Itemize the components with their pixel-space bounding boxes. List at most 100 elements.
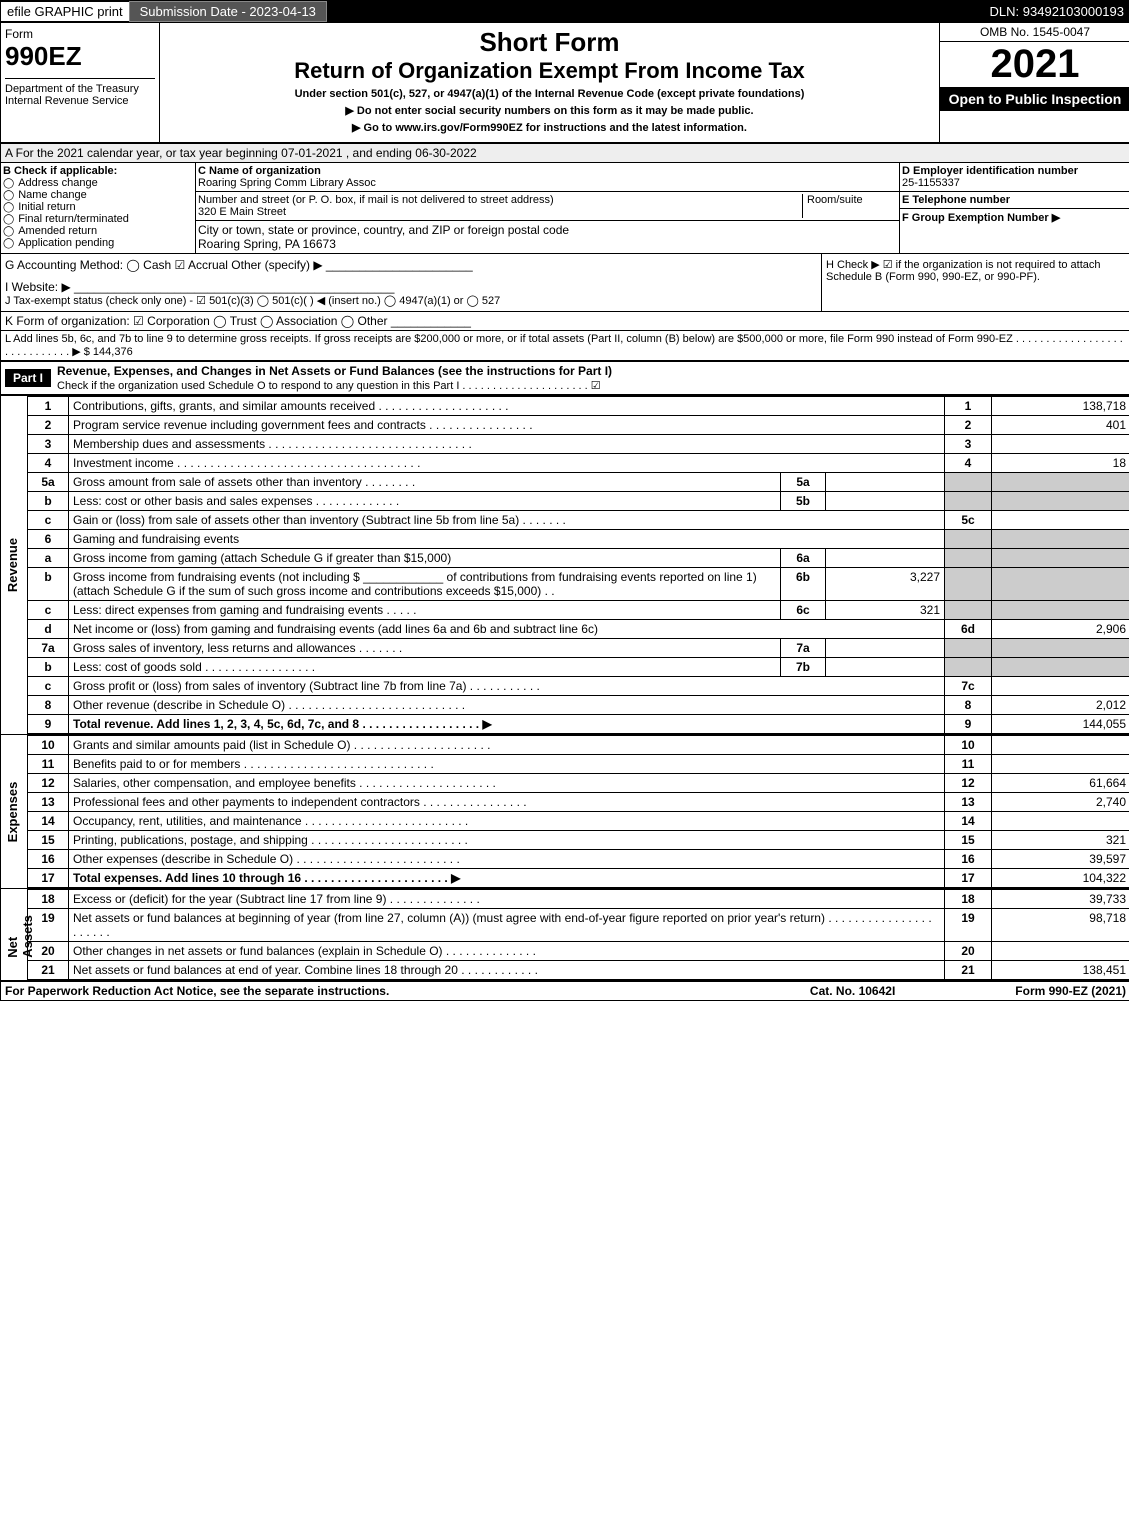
city-label: City or town, state or province, country… <box>198 223 897 237</box>
col-line-num: 8 <box>945 696 992 715</box>
col-line-num: 10 <box>945 736 992 755</box>
efile-print-btn[interactable]: efile GRAPHIC print <box>1 2 129 21</box>
line-j-tax-exempt: J Tax-exempt status (check only one) - ☑… <box>5 294 817 307</box>
part-1-title: Revenue, Expenses, and Changes in Net As… <box>57 364 612 378</box>
col-line-num: 19 <box>945 909 992 942</box>
sub-line-num: 5b <box>781 492 826 511</box>
col-line-num: 3 <box>945 435 992 454</box>
col-line-num: 18 <box>945 890 992 909</box>
chk-amended-return[interactable]: Amended return <box>3 225 193 237</box>
main-title: Return of Organization Exempt From Incom… <box>164 58 935 84</box>
line-value: 39,597 <box>992 850 1129 869</box>
sub-line-val <box>826 658 945 677</box>
line-num: d <box>28 620 69 639</box>
line-value: 2,740 <box>992 793 1129 812</box>
line-value <box>992 473 1129 492</box>
sub-line-val <box>826 549 945 568</box>
col-line-num <box>945 549 992 568</box>
line-value: 2,012 <box>992 696 1129 715</box>
col-line-num <box>945 492 992 511</box>
line-num: b <box>28 658 69 677</box>
line-desc: Gaming and fundraising events <box>69 530 781 549</box>
line-desc: Less: direct expenses from gaming and fu… <box>69 601 781 620</box>
expenses-section: Expenses 10Grants and similar amounts pa… <box>1 734 1129 888</box>
line-value: 2,906 <box>992 620 1129 639</box>
inspection-badge: Open to Public Inspection <box>940 87 1129 111</box>
ein-value: 25-1155337 <box>902 177 1128 189</box>
form-code: 990EZ <box>5 41 155 72</box>
line-value: 144,055 <box>992 715 1129 734</box>
revenue-side-label: Revenue <box>5 538 20 592</box>
part-1-check: Check if the organization used Schedule … <box>57 380 601 392</box>
col-line-num: 7c <box>945 677 992 696</box>
col-line-num <box>945 568 992 601</box>
chk-application-pending[interactable]: Application pending <box>3 237 193 249</box>
sub-line-num: 7b <box>781 658 826 677</box>
line-num: c <box>28 677 69 696</box>
col-line-num <box>945 639 992 658</box>
line-num: 6 <box>28 530 69 549</box>
line-desc: Contributions, gifts, grants, and simila… <box>69 397 781 416</box>
line-desc: Gross sales of inventory, less returns a… <box>69 639 781 658</box>
goto-link[interactable]: ▶ Go to www.irs.gov/Form990EZ for instru… <box>164 121 935 134</box>
line-num: 4 <box>28 454 69 473</box>
line-desc: Printing, publications, postage, and shi… <box>69 831 929 850</box>
c-name-label: C Name of organization <box>198 165 897 177</box>
line-value: 61,664 <box>992 774 1129 793</box>
chk-initial-return[interactable]: Initial return <box>3 201 193 213</box>
sub-line-val <box>826 492 945 511</box>
line-desc: Benefits paid to or for members . . . . … <box>69 755 929 774</box>
line-h-schedule-b: H Check ▶ ☑ if the organization is not r… <box>821 254 1129 311</box>
line-desc: Gross income from fundraising events (no… <box>69 568 781 601</box>
line-desc: Professional fees and other payments to … <box>69 793 929 812</box>
street-address: 320 E Main Street <box>198 206 802 218</box>
line-value <box>992 755 1129 774</box>
sub-line-val <box>826 473 945 492</box>
netassets-section: Net Assets 18Excess or (deficit) for the… <box>1 888 1129 980</box>
line-value <box>992 568 1129 601</box>
line-desc: Gross profit or (loss) from sales of inv… <box>69 677 781 696</box>
line-desc: Less: cost or other basis and sales expe… <box>69 492 781 511</box>
line-num: 9 <box>28 715 69 734</box>
col-line-num: 15 <box>945 831 992 850</box>
form-header: Form 990EZ Department of the Treasury In… <box>1 23 1129 144</box>
col-line-num: 13 <box>945 793 992 812</box>
line-value <box>992 435 1129 454</box>
col-line-num: 6d <box>945 620 992 639</box>
sub-line-num: 6b <box>781 568 826 601</box>
sub-line-num: 6c <box>781 601 826 620</box>
line-value <box>992 511 1129 530</box>
line-value: 98,718 <box>992 909 1129 942</box>
chk-name-change[interactable]: Name change <box>3 189 193 201</box>
netassets-side-label: Net Assets <box>5 912 35 958</box>
dept-treasury: Department of the Treasury Internal Reve… <box>5 78 155 107</box>
line-desc: Program service revenue including govern… <box>69 416 781 435</box>
line-desc: Membership dues and assessments . . . . … <box>69 435 781 454</box>
line-num: 1 <box>28 397 69 416</box>
line-desc: Gross income from gaming (attach Schedul… <box>69 549 781 568</box>
omb-number: OMB No. 1545-0047 <box>940 23 1129 42</box>
sub-line-val: 3,227 <box>826 568 945 601</box>
line-value: 138,718 <box>992 397 1129 416</box>
line-value: 401 <box>992 416 1129 435</box>
col-line-num: 16 <box>945 850 992 869</box>
chk-final-return[interactable]: Final return/terminated <box>3 213 193 225</box>
col-line-num: 12 <box>945 774 992 793</box>
col-line-num: 14 <box>945 812 992 831</box>
sub-line-num: 5a <box>781 473 826 492</box>
line-a-taxyear: A For the 2021 calendar year, or tax yea… <box>1 144 1129 163</box>
line-g-accounting: G Accounting Method: ◯ Cash ☑ Accrual Ot… <box>5 258 817 272</box>
col-line-num: 21 <box>945 961 992 980</box>
line-num: 21 <box>28 961 69 980</box>
line-num: a <box>28 549 69 568</box>
line-desc: Other expenses (describe in Schedule O) … <box>69 850 929 869</box>
line-num: 14 <box>28 812 69 831</box>
col-line-num: 1 <box>945 397 992 416</box>
cat-no: Cat. No. 10642I <box>810 984 895 998</box>
part-1-label: Part I <box>5 369 51 387</box>
line-value <box>992 492 1129 511</box>
line-i-website: I Website: ▶ ___________________________… <box>5 280 817 294</box>
chk-address-change[interactable]: Address change <box>3 177 193 189</box>
col-line-num: 17 <box>945 869 992 888</box>
sub-line-val <box>826 639 945 658</box>
